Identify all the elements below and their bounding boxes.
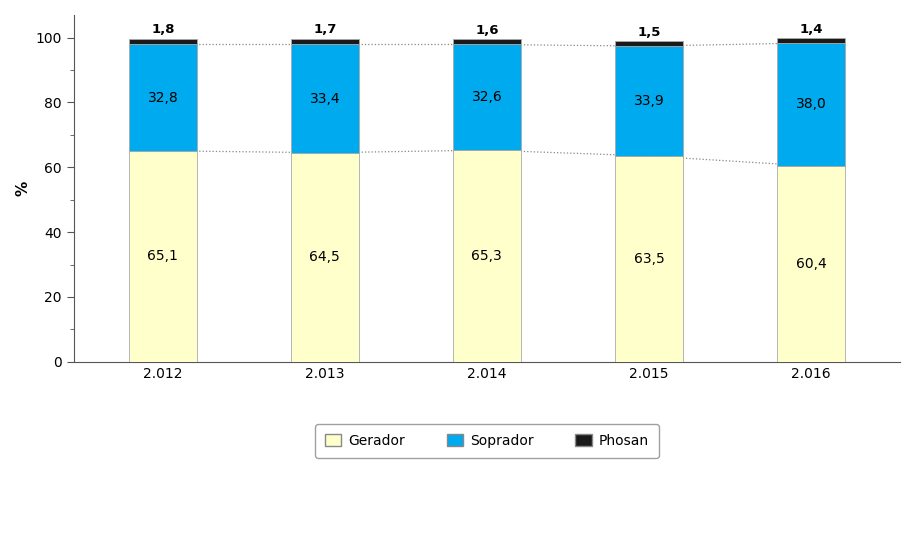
Bar bbox=[291, 45, 359, 153]
Bar bbox=[777, 38, 845, 43]
Bar bbox=[453, 45, 521, 150]
Bar bbox=[291, 153, 359, 362]
Bar bbox=[777, 166, 845, 362]
Text: 1,5: 1,5 bbox=[637, 26, 661, 39]
Y-axis label: %: % bbox=[15, 181, 30, 196]
Text: 65,3: 65,3 bbox=[471, 249, 502, 263]
Text: 65,1: 65,1 bbox=[147, 249, 178, 263]
Text: 1,8: 1,8 bbox=[151, 23, 175, 36]
Text: 60,4: 60,4 bbox=[795, 257, 826, 271]
Text: 1,6: 1,6 bbox=[475, 24, 499, 37]
Bar bbox=[615, 41, 683, 46]
Bar bbox=[129, 39, 197, 45]
Bar bbox=[615, 46, 683, 156]
Text: 38,0: 38,0 bbox=[795, 97, 826, 112]
Bar bbox=[453, 150, 521, 362]
Bar bbox=[129, 45, 197, 151]
Text: 32,6: 32,6 bbox=[471, 90, 502, 104]
Bar bbox=[129, 151, 197, 362]
Text: 63,5: 63,5 bbox=[633, 252, 664, 266]
Bar bbox=[291, 39, 359, 45]
Text: 33,4: 33,4 bbox=[309, 92, 340, 106]
Text: 1,4: 1,4 bbox=[799, 23, 823, 36]
Text: 32,8: 32,8 bbox=[147, 91, 178, 105]
Legend: Gerador, Soprador, Phosan: Gerador, Soprador, Phosan bbox=[315, 424, 659, 458]
Bar bbox=[777, 43, 845, 166]
Text: 1,7: 1,7 bbox=[313, 24, 337, 37]
Text: 33,9: 33,9 bbox=[633, 94, 664, 108]
Bar bbox=[615, 156, 683, 362]
Text: 64,5: 64,5 bbox=[309, 250, 340, 264]
Bar bbox=[453, 39, 521, 45]
